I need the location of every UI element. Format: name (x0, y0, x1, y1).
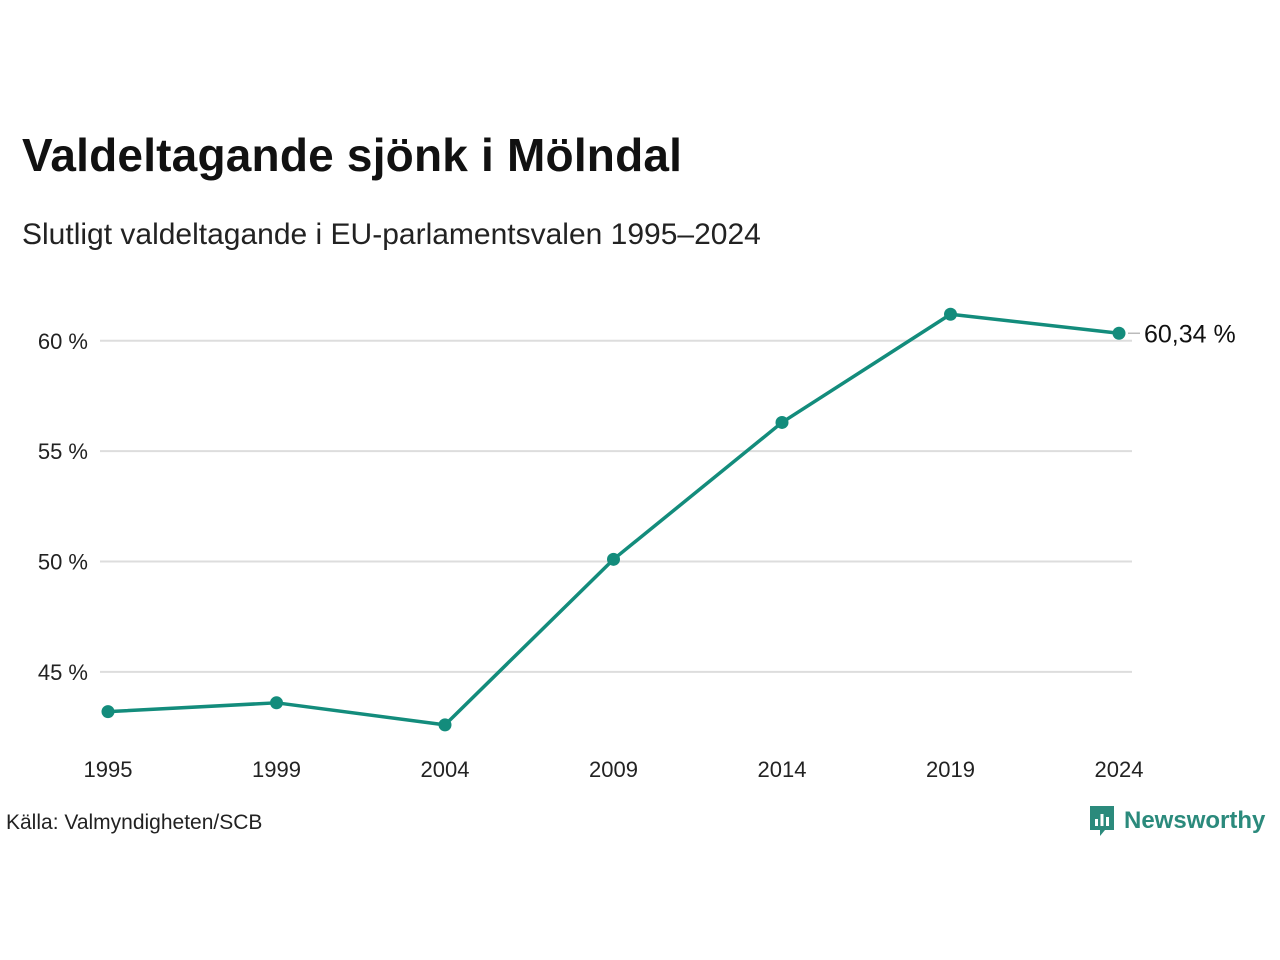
x-axis-ticks: 1995 1999 2004 2009 2014 2019 2024 (84, 757, 1144, 782)
chart-title: Valdeltagande sjönk i Mölndal (22, 129, 683, 181)
end-value-label: 60,34 % (1144, 320, 1236, 348)
data-point (101, 705, 115, 719)
brand-name: Newsworthy (1124, 807, 1266, 834)
data-point (944, 307, 957, 321)
newsworthy-logo-icon (1090, 806, 1114, 836)
series-line (106, 312, 1121, 727)
y-tick-label: 50 % (38, 550, 88, 575)
data-point (775, 415, 789, 429)
data-point (1112, 326, 1126, 340)
x-tick-label: 2024 (1095, 757, 1144, 782)
x-tick-label: 1995 (84, 757, 133, 782)
y-tick-label: 60 % (38, 329, 88, 354)
data-point (607, 552, 620, 566)
end-label-layer: 60,34 % (1128, 320, 1236, 348)
x-tick-label: 2009 (589, 757, 638, 782)
source-note: Källa: Valmyndigheten/SCB (6, 811, 263, 834)
x-tick-label: 2004 (421, 757, 470, 782)
brand-logo[interactable]: Newsworthy (1088, 804, 1265, 838)
series-layer (101, 307, 1126, 732)
x-tick-label: 2014 (758, 757, 807, 782)
x-tick-label: 1999 (252, 757, 301, 782)
x-tick-label: 2019 (926, 757, 975, 782)
y-tick-label: 55 % (38, 439, 88, 464)
data-point (438, 718, 452, 732)
y-axis-ticks: 45 % 50 % 55 % 60 % (38, 329, 88, 685)
chart-subtitle: Slutligt valdeltagande i EU-parlamentsva… (22, 218, 761, 251)
y-tick-label: 45 % (38, 660, 88, 685)
gridlines (100, 339, 1132, 673)
data-point (270, 696, 283, 710)
